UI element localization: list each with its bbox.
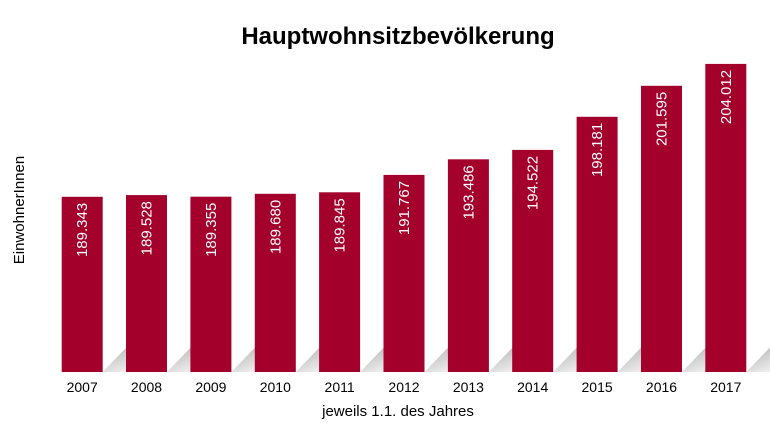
- value-label-2013: 193.486: [460, 165, 477, 219]
- bar-2012: [383, 174, 425, 372]
- chart-title: Hauptwohnsitzbevölkerung: [241, 23, 554, 50]
- bar-shadow: [254, 345, 322, 372]
- x-axis-label: jeweils 1.1. des Jahres: [321, 403, 474, 420]
- bars: [61, 63, 747, 373]
- bar-shadow: [447, 345, 515, 372]
- value-label-2012: 191.767: [396, 181, 413, 235]
- bar-2007: [61, 196, 103, 372]
- y-axis-label: EinwohnerInnen: [11, 156, 28, 264]
- bar-shadow: [319, 345, 387, 372]
- x-tick-label-2007: 2007: [67, 379, 98, 395]
- x-tick-label-2016: 2016: [646, 379, 677, 395]
- x-tick-label-2009: 2009: [195, 379, 226, 395]
- value-label-2015: 198.181: [589, 123, 606, 177]
- bar-2014: [512, 149, 554, 372]
- x-tick-label-2010: 2010: [260, 379, 291, 395]
- value-label-2017: 204.012: [718, 70, 735, 124]
- bar-shadow: [383, 345, 451, 372]
- bar-shadows: [61, 345, 770, 372]
- value-labels: 189.343 189.528 189.355 189.680 189.845 191.7…: [74, 70, 735, 257]
- bar-shadow: [126, 345, 194, 372]
- bar-2016: [641, 85, 682, 373]
- x-tick-label-2017: 2017: [710, 379, 741, 395]
- bar-2010: [254, 193, 296, 372]
- x-tick-label-2013: 2013: [453, 379, 484, 395]
- bar-2015: [576, 116, 618, 372]
- bar-2008: [126, 195, 167, 372]
- x-tick-label-2011: 2011: [325, 379, 355, 395]
- value-label-2014: 194.522: [525, 156, 542, 210]
- bar-shadow: [190, 345, 258, 372]
- value-label-2007: 189.343: [74, 203, 91, 257]
- bar-shadow: [576, 345, 644, 372]
- value-label-2008: 189.528: [139, 201, 156, 255]
- value-label-2010: 189.680: [267, 200, 284, 254]
- bar-shadow: [61, 345, 129, 372]
- bar-2009: [190, 196, 232, 372]
- bar-2011: [319, 192, 361, 372]
- bar-shadow: [640, 345, 708, 372]
- value-label-2009: 189.355: [203, 203, 220, 257]
- bar-shadow: [705, 347, 770, 372]
- bar-2013: [447, 159, 489, 372]
- value-label-2016: 201.595: [654, 92, 671, 146]
- x-tick-label-2015: 2015: [582, 379, 613, 395]
- x-tick-labels: 2007 2008 2009 2010 2011 2012 2013 2014 2015 2016…: [67, 379, 742, 395]
- value-label-2011: 189.845: [332, 198, 349, 252]
- bar-2017: [705, 63, 747, 373]
- x-tick-label-2008: 2008: [131, 379, 162, 395]
- bar-shadow: [512, 345, 580, 372]
- x-tick-label-2014: 2014: [517, 379, 548, 395]
- x-tick-label-2012: 2012: [388, 379, 419, 395]
